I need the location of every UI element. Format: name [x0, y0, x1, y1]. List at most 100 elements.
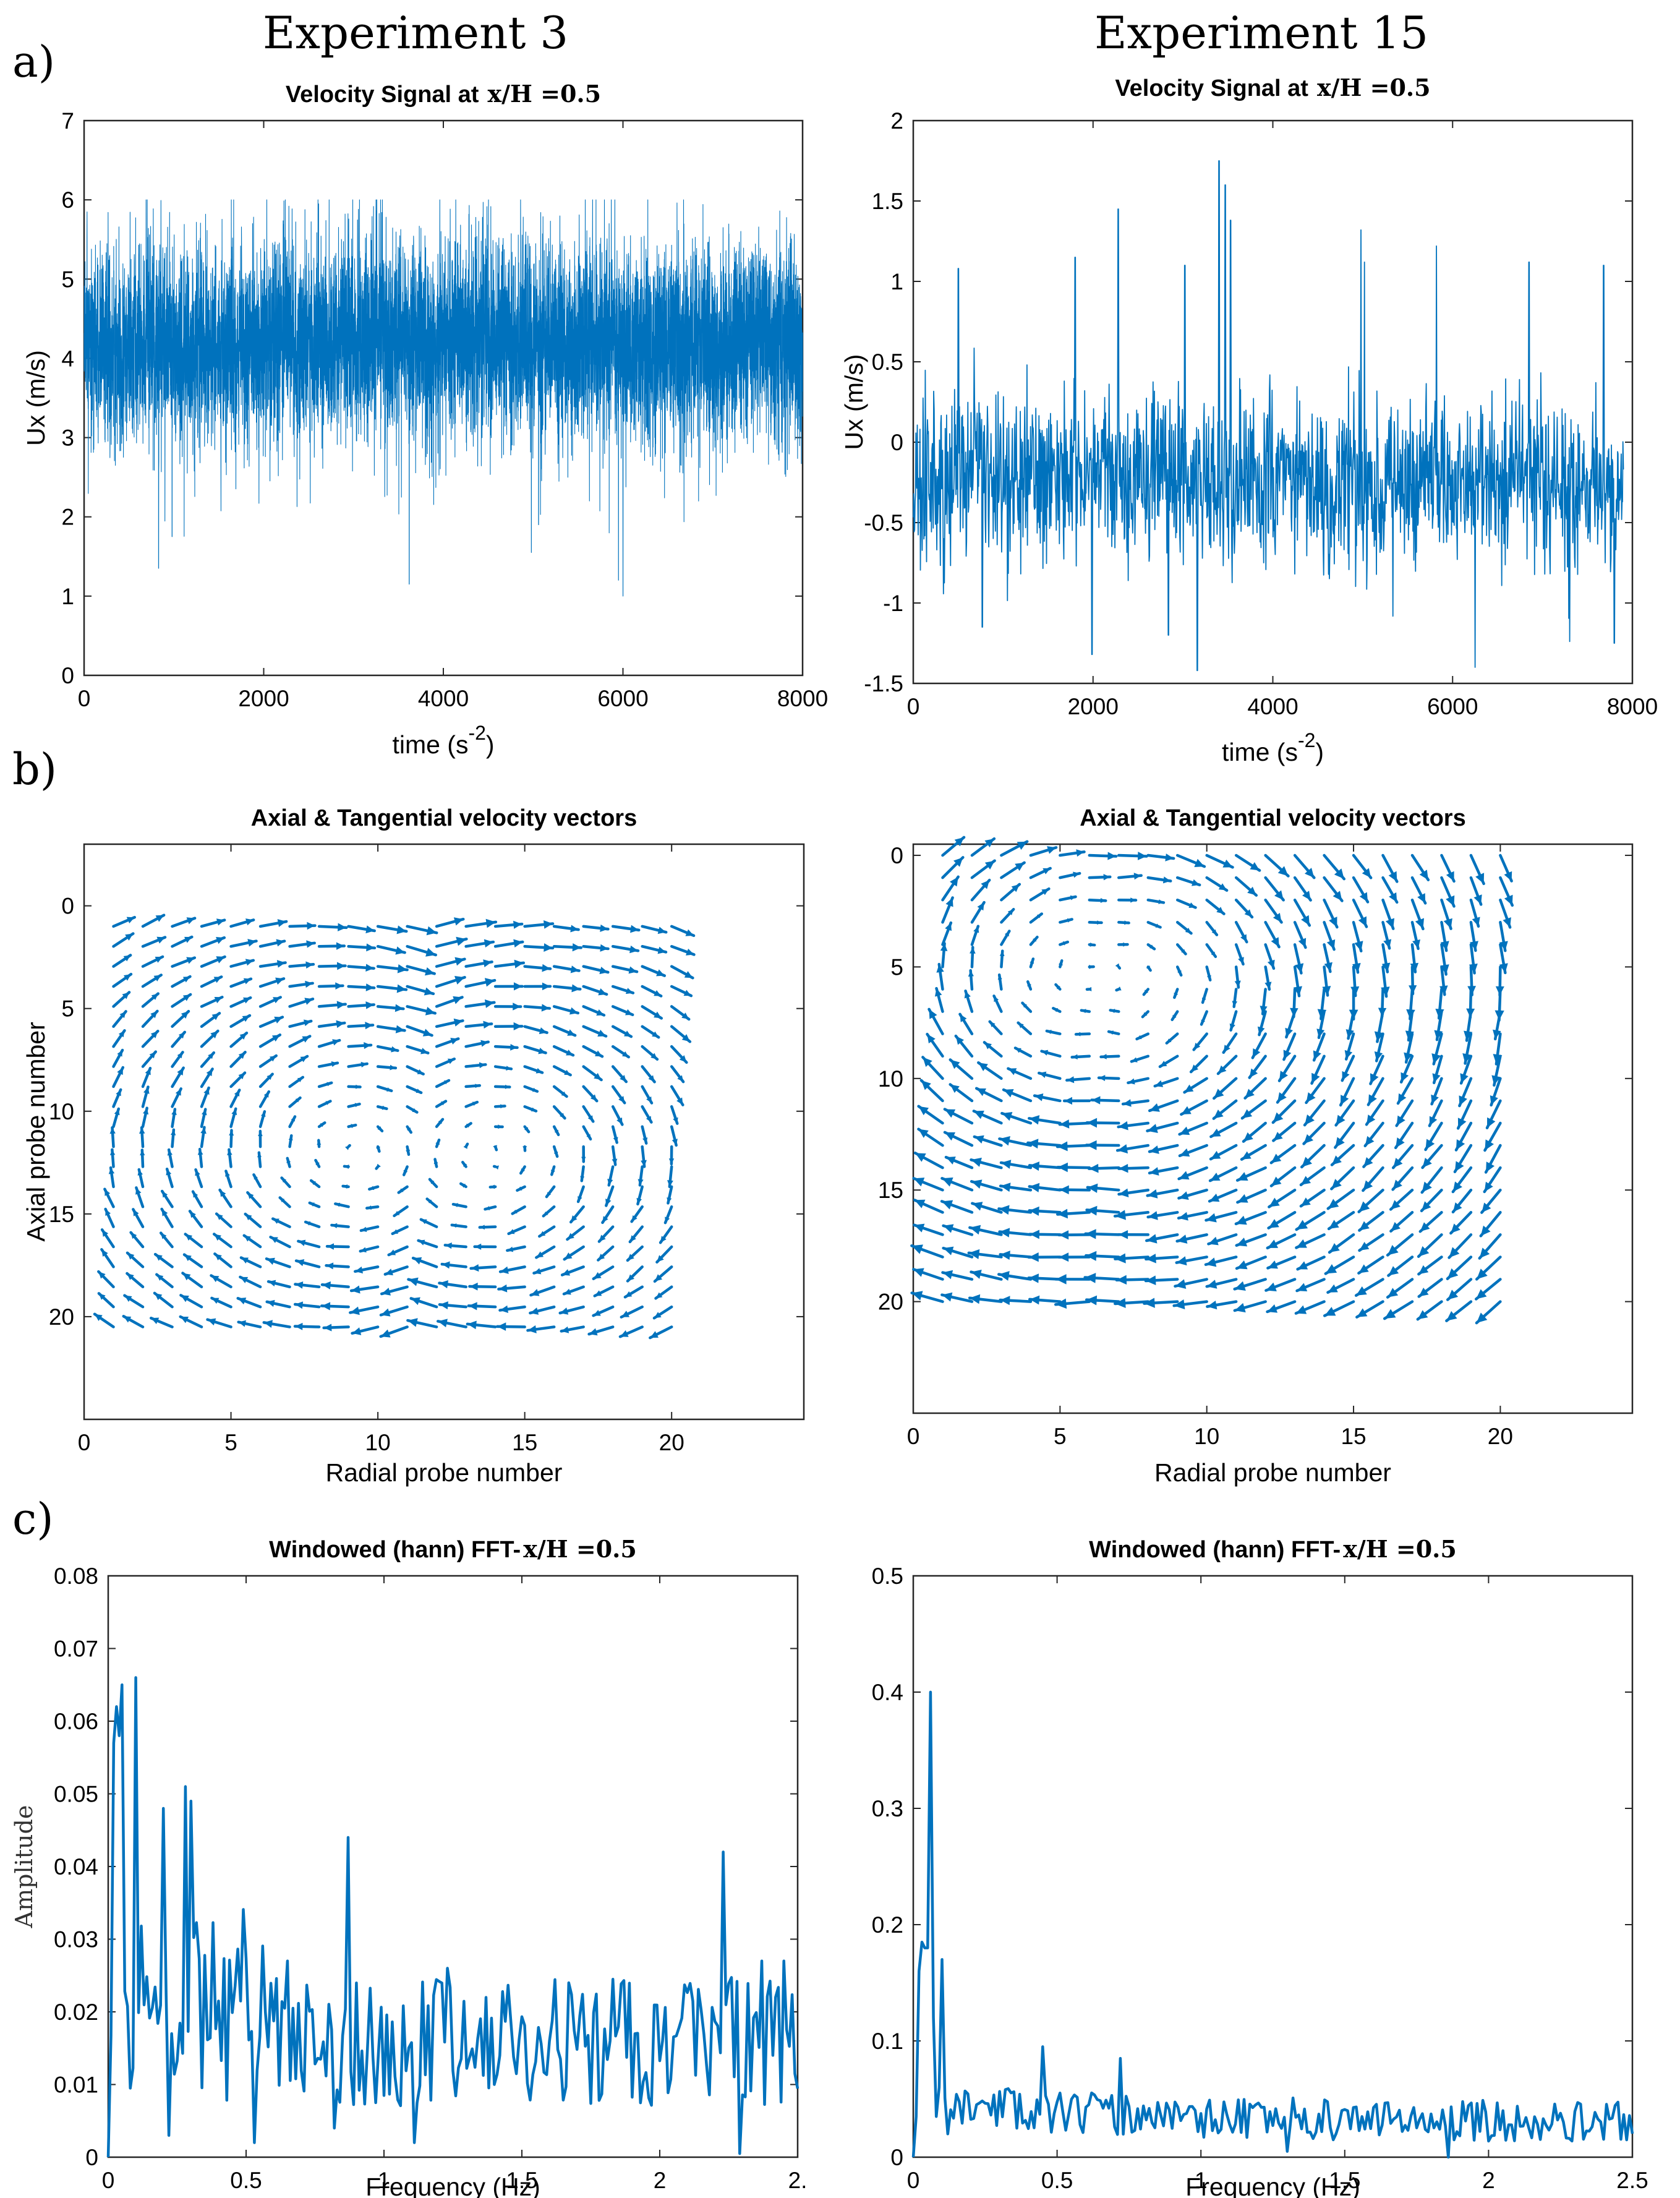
vector-head: [344, 1165, 349, 1169]
vector-head: [1211, 1128, 1221, 1137]
vector-arrow: [229, 1107, 237, 1128]
vector-head: [484, 978, 495, 987]
vector-head: [234, 1090, 240, 1097]
vector-head: [412, 1108, 417, 1113]
vector-arrow: [587, 1325, 615, 1336]
vector-head: [413, 1257, 422, 1265]
vector-head: [336, 1001, 346, 1009]
vector-head: [978, 1063, 988, 1071]
vector-arrow: [670, 1105, 679, 1125]
vector-arrow: [912, 1177, 944, 1192]
vector-arrow: [641, 1005, 663, 1020]
vector-arrow: [523, 1065, 544, 1074]
vector-head: [116, 1089, 121, 1097]
vector-arrow: [1000, 930, 1011, 946]
x-tick-label: 2.5: [1616, 2168, 1648, 2193]
vector-head: [300, 1056, 308, 1063]
vector-head: [593, 1272, 602, 1279]
vector-arrow: [317, 923, 348, 931]
vector-arrow: [1183, 1077, 1208, 1094]
vector-arrow: [1323, 921, 1336, 951]
vector-arrow: [493, 959, 526, 969]
vector-head: [1456, 1139, 1465, 1150]
vector-head: [1070, 895, 1076, 900]
vector-head: [474, 1243, 482, 1250]
vector-arrow: [611, 925, 641, 933]
vector-arrow: [1017, 1021, 1033, 1035]
vector-head: [625, 988, 633, 994]
vector-head: [1354, 941, 1363, 951]
vector-arrow: [912, 1268, 944, 1281]
vector-head: [1036, 913, 1042, 918]
vector-head: [365, 925, 375, 934]
vector-head: [1443, 918, 1452, 929]
y-tick-label: 15: [49, 1202, 74, 1227]
vector-arrow: [129, 1231, 145, 1249]
vector-head: [1076, 849, 1085, 857]
vector-arrow: [393, 1205, 409, 1218]
vector-head: [1086, 1251, 1097, 1261]
vector-arrow: [171, 935, 194, 948]
vector-head: [544, 920, 553, 929]
vector-head: [140, 1150, 145, 1156]
vector-head: [1304, 868, 1315, 878]
vector-head: [320, 1123, 325, 1127]
y-tick-label: 1: [61, 584, 74, 609]
vector-arrow: [1087, 1163, 1120, 1173]
vector-arrow: [1113, 1210, 1150, 1220]
x-tick-label: 2: [654, 2168, 667, 2193]
vector-head: [1131, 1057, 1138, 1063]
y-tick-label: 0.5: [872, 1563, 903, 1589]
vector-head: [365, 964, 374, 972]
vector-arrow: [450, 1223, 467, 1228]
vector-arrow: [597, 1225, 615, 1243]
vector-head: [667, 1180, 673, 1187]
vector-head: [1268, 1260, 1278, 1269]
vector-head: [1081, 1009, 1086, 1014]
vector-head: [1184, 1084, 1194, 1093]
vector-arrow: [218, 1188, 232, 1208]
x-axis-label: Radial probe number: [326, 1458, 563, 1487]
vector-head: [1385, 918, 1395, 929]
vector-arrow: [1146, 1188, 1179, 1199]
y-tick-label: 1: [890, 269, 903, 294]
vector-head: [914, 1223, 925, 1233]
x-axis-label: Frequency (Hz): [1185, 2173, 1360, 2198]
vector-arrow: [611, 1025, 633, 1038]
vector-head: [269, 1055, 276, 1062]
vector-head: [1410, 962, 1419, 972]
vector-arrow: [376, 1125, 384, 1132]
chart-title-math: x/H =0.5: [487, 80, 601, 108]
vector-head: [303, 1019, 312, 1027]
vector-field: [93, 913, 696, 1340]
vector-arrow: [492, 1165, 499, 1170]
vector-head: [1149, 944, 1154, 949]
vector-arrow: [194, 1168, 203, 1189]
vector-head: [411, 1297, 420, 1306]
vector-arrow: [1045, 1029, 1062, 1035]
vector-head: [913, 1268, 924, 1277]
vector-head: [1030, 1295, 1040, 1305]
vector-arrow: [347, 1001, 376, 1009]
y-tick-label: 3: [61, 425, 74, 451]
vector-arrow: [1026, 1139, 1062, 1149]
vector-arrow: [286, 1157, 291, 1168]
vector-head: [1277, 866, 1289, 876]
vector-head: [197, 1149, 203, 1155]
vector-head: [934, 988, 942, 997]
vector-head: [352, 1327, 362, 1335]
vector-arrow: [135, 1186, 145, 1208]
vector-head: [656, 969, 665, 977]
vector-head: [607, 1179, 613, 1186]
vector-head: [1123, 942, 1128, 947]
vector-head: [1029, 1182, 1040, 1192]
vector-arrow: [493, 1065, 513, 1071]
vector-arrow: [126, 1251, 145, 1268]
vector-head: [156, 1274, 164, 1281]
vector-head: [627, 1254, 634, 1260]
vector-head: [1271, 937, 1279, 947]
vector-head: [214, 1234, 221, 1241]
vector-arrow: [1059, 940, 1070, 946]
vector-head: [425, 947, 436, 957]
y-tick-label: 0.04: [54, 1854, 98, 1879]
